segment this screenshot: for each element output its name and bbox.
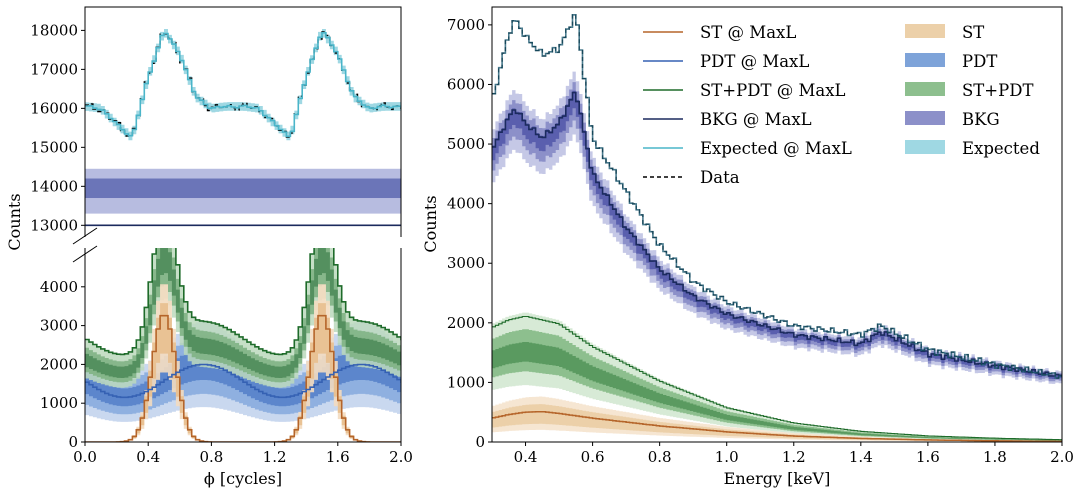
energy-panel: 0 1000 2000 3000 4000 5000 6000 7000 0.4 0.6 0.8 1.… <box>447 6 1074 466</box>
legend-label: Expected <box>962 139 1040 158</box>
y-tick-label: 13000 <box>30 216 78 234</box>
legend-patch <box>905 111 945 125</box>
energy-y-axis-label: Counts <box>421 195 440 252</box>
y-tick-label: 1000 <box>40 394 78 412</box>
legend-label: PDT <box>962 52 997 71</box>
bkg-line <box>492 91 1062 377</box>
legend: ST @ MaxL PDT @ MaxL ST+PDT @ MaxL BKG @ Ma… <box>643 23 1040 187</box>
x-tick-label: 2.0 <box>389 448 413 466</box>
x-tick-label: 1.2 <box>782 448 806 466</box>
legend-label: Expected @ MaxL <box>700 139 852 158</box>
y-tick-label: 17000 <box>30 60 78 78</box>
expected-line <box>492 14 1062 379</box>
x-tick-label: 1.4 <box>849 448 873 466</box>
y-tick-label: 5000 <box>447 135 485 153</box>
phase-top-plot-area <box>85 29 401 227</box>
legend-label: ST+PDT <box>962 81 1033 100</box>
energy-frame <box>491 6 1063 443</box>
phase-bottom-plot-area <box>85 248 401 442</box>
y-tick-label: 4000 <box>40 278 78 296</box>
legend-patch <box>905 140 945 154</box>
legend-patch <box>905 53 945 67</box>
phase-top-frame <box>84 6 402 237</box>
legend-label: ST+PDT @ MaxL <box>700 81 845 100</box>
x-tick-label: 1.0 <box>715 448 739 466</box>
y-tick-label: 6000 <box>447 75 485 93</box>
legend-patch <box>905 82 945 96</box>
axis-break-mark <box>72 227 98 245</box>
y-tick-label: 1000 <box>447 373 485 391</box>
phase-bottom-axis: 0 1000 2000 3000 4000 0.0 0.4 0.8 1.2 1.6 2.0 <box>40 248 413 466</box>
expected-line <box>85 31 401 138</box>
phase-y-axis-label: Counts <box>5 193 24 250</box>
phase-bottom-panel: 0 1000 2000 3000 4000 0.0 0.4 0.8 1.2 1.6 2.0 <box>40 248 413 466</box>
y-tick-label: 18000 <box>30 21 78 39</box>
x-tick-label: 0.6 <box>581 448 605 466</box>
y-tick-label: 2000 <box>447 314 485 332</box>
pdt-line <box>85 363 401 399</box>
st-inner-band <box>85 303 401 442</box>
x-tick-label: 0.4 <box>514 448 538 466</box>
phase-top-panel: 13000 14000 15000 16000 17000 18000 <box>30 6 402 237</box>
legend-label: Data <box>700 168 740 187</box>
st-pdt-line <box>85 248 401 356</box>
x-tick-label: 0.8 <box>648 448 672 466</box>
phase-x-axis-label: ϕ [cycles] <box>204 469 282 488</box>
y-tick-label: 4000 <box>447 195 485 213</box>
axis-break-mark <box>72 245 98 263</box>
x-tick-label: 1.2 <box>263 448 287 466</box>
phase-bottom-frame <box>84 248 402 443</box>
st-inner-band <box>492 404 1062 442</box>
legend-label: ST <box>962 23 984 42</box>
y-tick-label: 2000 <box>40 355 78 373</box>
legend-label: BKG @ MaxL <box>700 110 812 129</box>
y-tick-label: 0 <box>68 433 78 451</box>
energy-plot-area <box>492 14 1062 442</box>
bkg-inner-band <box>85 178 401 199</box>
x-tick-label: 1.8 <box>983 448 1007 466</box>
st-pdt-line <box>492 315 1062 441</box>
x-tick-label: 0.0 <box>73 448 97 466</box>
legend-label: PDT @ MaxL <box>700 52 809 71</box>
x-tick-label: 2.0 <box>1050 448 1074 466</box>
x-tick-label: 0.8 <box>199 448 223 466</box>
y-tick-label: 3000 <box>447 254 485 272</box>
y-tick-label: 14000 <box>30 177 78 195</box>
legend-patch <box>905 24 945 38</box>
st-pdt-inner-band <box>492 342 1062 441</box>
energy-x-axis-label: Energy [keV] <box>724 469 831 488</box>
phase-top-axis: 13000 14000 15000 16000 17000 18000 <box>30 6 402 237</box>
legend-label: ST @ MaxL <box>700 23 796 42</box>
energy-axis: 0 1000 2000 3000 4000 5000 6000 7000 0.4 0.6 0.8 1.… <box>447 6 1074 466</box>
st-line <box>492 410 1062 442</box>
x-tick-label: 0.4 <box>136 448 160 466</box>
st-pdt-mid-band <box>85 248 401 383</box>
expected-band <box>85 29 401 141</box>
y-tick-label: 16000 <box>30 99 78 117</box>
x-tick-label: 1.6 <box>916 448 940 466</box>
legend-label: BKG <box>962 110 1000 129</box>
data-line <box>85 31 401 138</box>
y-tick-label: 7000 <box>447 16 485 34</box>
y-tick-label: 15000 <box>30 138 78 156</box>
st-line <box>85 314 401 442</box>
st-pdt-inner-band <box>85 248 401 378</box>
y-tick-label: 3000 <box>40 317 78 335</box>
axis-break-marks <box>72 227 98 263</box>
x-tick-label: 1.6 <box>326 448 350 466</box>
y-tick-label: 0 <box>475 433 485 451</box>
